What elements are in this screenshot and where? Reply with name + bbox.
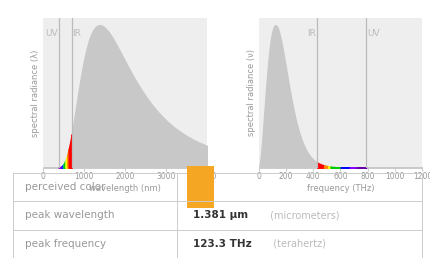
Text: peak wavelength: peak wavelength bbox=[25, 211, 114, 220]
Text: 123.3 THz: 123.3 THz bbox=[193, 239, 251, 249]
Bar bbox=[187, 166, 213, 208]
X-axis label: wavelength (nm): wavelength (nm) bbox=[89, 184, 160, 193]
X-axis label: frequency (THz): frequency (THz) bbox=[306, 184, 373, 193]
Text: peak frequency: peak frequency bbox=[25, 239, 106, 249]
Y-axis label: spectral radiance (λ): spectral radiance (λ) bbox=[31, 49, 40, 136]
Text: (micrometers): (micrometers) bbox=[266, 211, 338, 220]
Text: IR: IR bbox=[306, 29, 315, 38]
Y-axis label: spectral radiance (ν): spectral radiance (ν) bbox=[246, 49, 255, 136]
Text: UV: UV bbox=[367, 29, 379, 38]
Text: UV: UV bbox=[45, 29, 58, 38]
Text: perceived color: perceived color bbox=[25, 182, 105, 192]
Text: 1.381 μm: 1.381 μm bbox=[193, 211, 248, 220]
Text: IR: IR bbox=[72, 29, 81, 38]
Text: (terahertz): (terahertz) bbox=[266, 239, 325, 249]
